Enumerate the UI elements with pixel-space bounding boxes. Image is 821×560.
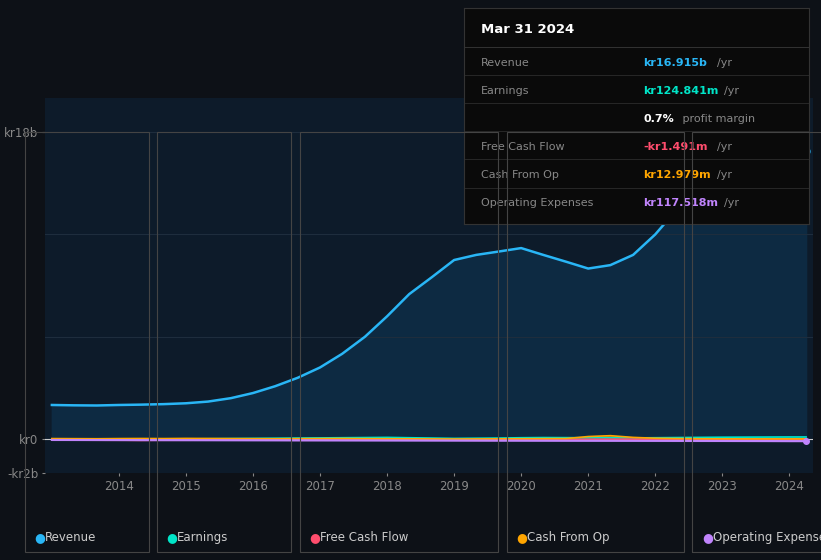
- Text: /yr: /yr: [724, 198, 739, 208]
- Text: Earnings: Earnings: [481, 86, 530, 96]
- Text: kr12.979m: kr12.979m: [643, 170, 711, 180]
- Text: /yr: /yr: [717, 170, 732, 180]
- Text: ●: ●: [516, 531, 527, 544]
- Text: /yr: /yr: [717, 58, 732, 68]
- Text: profit margin: profit margin: [679, 114, 754, 124]
- Text: Revenue: Revenue: [481, 58, 530, 68]
- Text: /yr: /yr: [724, 86, 739, 96]
- Text: Cash From Op: Cash From Op: [481, 170, 559, 180]
- Text: Operating Expenses: Operating Expenses: [713, 531, 821, 544]
- Text: Revenue: Revenue: [45, 531, 97, 544]
- Text: ●: ●: [702, 531, 713, 544]
- Text: ●: ●: [167, 531, 177, 544]
- Text: 0.7%: 0.7%: [643, 114, 674, 124]
- Text: Free Cash Flow: Free Cash Flow: [320, 531, 409, 544]
- Text: Mar 31 2024: Mar 31 2024: [481, 24, 575, 36]
- Text: kr16.915b: kr16.915b: [643, 58, 707, 68]
- Text: Free Cash Flow: Free Cash Flow: [481, 142, 565, 152]
- Text: ●: ●: [310, 531, 320, 544]
- Text: /yr: /yr: [717, 142, 732, 152]
- Text: Earnings: Earnings: [177, 531, 229, 544]
- Text: kr124.841m: kr124.841m: [643, 86, 718, 96]
- Text: ●: ●: [34, 531, 45, 544]
- Text: Cash From Op: Cash From Op: [527, 531, 609, 544]
- Text: kr117.518m: kr117.518m: [643, 198, 718, 208]
- Text: Operating Expenses: Operating Expenses: [481, 198, 594, 208]
- Text: -kr1.491m: -kr1.491m: [643, 142, 708, 152]
